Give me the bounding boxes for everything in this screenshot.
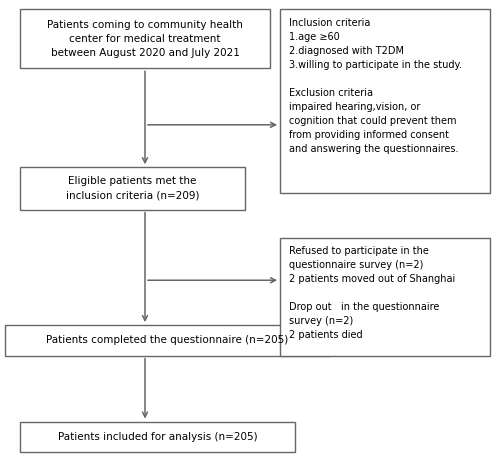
FancyBboxPatch shape [20,9,270,68]
FancyBboxPatch shape [5,325,330,356]
Text: Patients included for analysis (n=205): Patients included for analysis (n=205) [58,432,258,442]
Text: Inclusion criteria
1.age ≥60
2.diagnosed with T2DM
3.willing to participate in t: Inclusion criteria 1.age ≥60 2.diagnosed… [289,18,462,154]
Text: Patients coming to community health
center for medical treatment
between August : Patients coming to community health cent… [47,20,243,58]
FancyBboxPatch shape [280,238,490,356]
FancyBboxPatch shape [20,422,295,452]
Text: Refused to participate in the
questionnaire survey (n=2)
2 patients moved out of: Refused to participate in the questionna… [289,246,456,341]
FancyBboxPatch shape [280,9,490,193]
Text: Patients completed the questionnaire (n=205): Patients completed the questionnaire (n=… [46,335,288,345]
FancyBboxPatch shape [20,167,245,210]
Text: Eligible patients met the
inclusion criteria (n=209): Eligible patients met the inclusion crit… [66,177,199,200]
